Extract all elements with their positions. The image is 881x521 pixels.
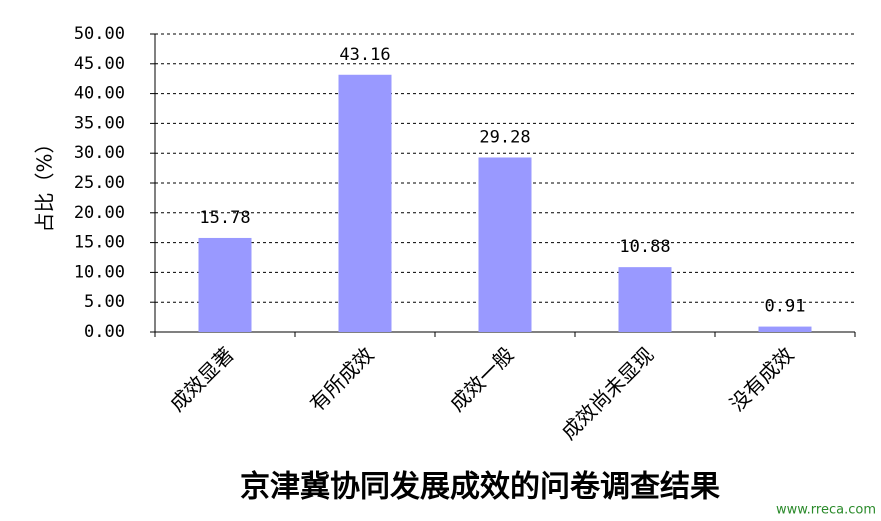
y-tick-label: 5.00 <box>84 292 125 312</box>
bar <box>758 326 812 332</box>
y-tick-label: 25.00 <box>74 173 125 193</box>
y-tick-label: 15.00 <box>74 233 125 253</box>
data-label: 0.91 <box>765 297 806 317</box>
y-tick-label: 30.00 <box>74 143 125 163</box>
bar <box>618 267 672 332</box>
bar <box>198 237 252 332</box>
x-tick-label: 成效一般 <box>445 342 519 416</box>
data-label: 43.16 <box>339 45 390 65</box>
y-tick-label: 20.00 <box>74 203 125 223</box>
y-tick-label: 10.00 <box>74 262 125 282</box>
watermark: www.rreca.com <box>776 503 876 518</box>
y-tick-label: 45.00 <box>74 54 125 74</box>
y-tick-label: 35.00 <box>74 113 125 133</box>
x-tick-label: 有所成效 <box>305 342 379 416</box>
y-tick-label: 0.00 <box>84 322 125 342</box>
bar <box>338 74 392 332</box>
data-label: 15.78 <box>199 208 250 228</box>
bar <box>478 157 532 332</box>
data-label: 10.88 <box>619 237 670 257</box>
chart-title: 京津冀协同发展成效的问卷调查结果 <box>240 470 720 505</box>
x-tick-label: 没有成效 <box>725 342 799 416</box>
y-tick-label: 40.00 <box>74 84 125 104</box>
y-axis-label: 占比（%） <box>33 133 57 232</box>
data-label: 29.28 <box>479 127 530 147</box>
x-tick-label: 成效尚未显现 <box>557 342 659 444</box>
y-tick-label: 50.00 <box>74 24 125 44</box>
x-tick-label: 成效显著 <box>165 342 239 416</box>
